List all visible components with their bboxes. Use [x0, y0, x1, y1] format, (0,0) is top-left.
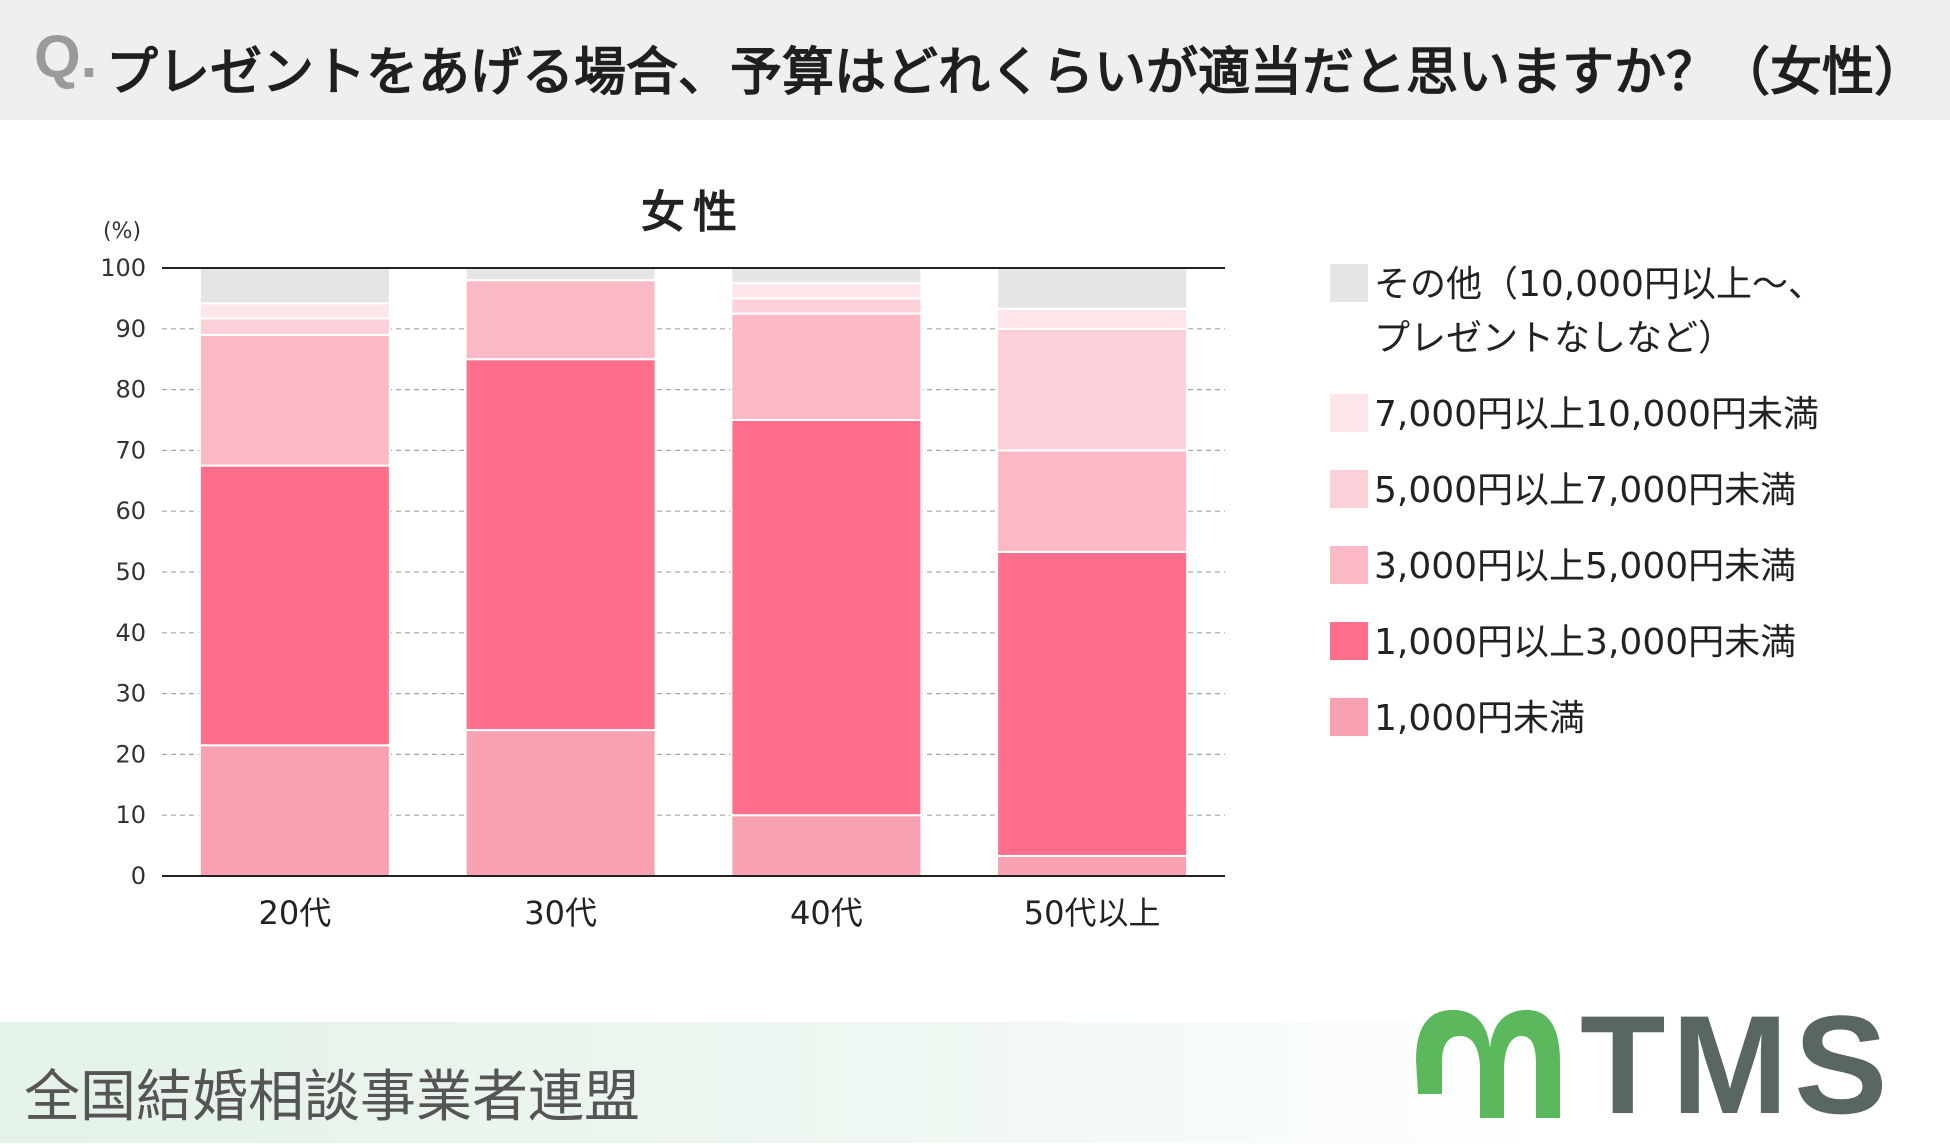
legend-label: 5,000円以上7,000円未満 — [1374, 470, 1797, 511]
legend-label: 7,000円以上10,000円未満 — [1374, 394, 1820, 435]
legend-swatch — [1330, 394, 1368, 432]
tms-logo: TMS — [1408, 990, 1928, 1140]
bar-segment — [198, 267, 391, 305]
legend-label: 1,000円未満 — [1374, 698, 1586, 739]
y-tick-label: 20 — [115, 740, 146, 768]
y-tick-label: 0 — [131, 862, 146, 890]
y-tick-label: 40 — [115, 619, 146, 647]
legend-swatch — [1330, 546, 1368, 584]
x-tick-label: 30代 — [524, 894, 597, 932]
y-axis-unit-label: (%) — [103, 219, 141, 244]
bar-segment — [198, 333, 391, 467]
y-tick-label: 100 — [100, 254, 146, 282]
legend-swatch — [1330, 264, 1368, 302]
bar-segment — [464, 279, 657, 361]
bar-segment — [464, 729, 657, 878]
bar-segment — [730, 814, 923, 878]
legend-label: 1,000円以上3,000円未満 — [1374, 622, 1797, 663]
bar-segment — [464, 358, 657, 732]
tms-logo-mark-icon — [1416, 1009, 1560, 1118]
y-tick-label: 30 — [115, 680, 146, 708]
bar-segment — [996, 550, 1189, 857]
x-tick-label: 50代以上 — [1024, 894, 1161, 932]
question-mark-label: Q. — [34, 23, 98, 90]
y-tick-label: 90 — [115, 315, 146, 343]
legend-swatch — [1330, 698, 1368, 736]
bar-segment — [730, 267, 923, 285]
bar-segment — [996, 327, 1189, 452]
header-bar: Q. プレゼントをあげる場合、予算はどれくらいが適当だと思いますか？（女性） — [0, 0, 1950, 120]
bar-segment — [464, 267, 657, 282]
bar-segment — [996, 449, 1189, 553]
y-tick-label: 80 — [115, 376, 146, 404]
chart-legend: その他（10,000円以上〜、 プレゼントなしなど） 7,000円以上10,000… — [1330, 258, 1930, 768]
bar-segment — [996, 854, 1189, 877]
legend-label: 3,000円以上5,000円未満 — [1374, 546, 1797, 587]
stacked-bar-chart: 女性 (%) 0 10 20 30 40 50 60 70 80 90 100 20代 30代 40代 50代以… — [100, 187, 1225, 932]
logo-text: TMS — [1580, 986, 1894, 1143]
y-tick-label: 50 — [115, 558, 146, 586]
bar-segment — [198, 744, 391, 878]
legend-item: 5,000円以上7,000円未満 — [1330, 464, 1930, 518]
legend-swatch — [1330, 470, 1368, 508]
legend-item: その他（10,000円以上〜、 プレゼントなしなど） — [1330, 258, 1930, 366]
legend-swatch — [1330, 622, 1368, 660]
x-tick-label: 20代 — [259, 894, 332, 932]
y-tick-label: 60 — [115, 497, 146, 525]
legend-item: 1,000円未満 — [1330, 692, 1930, 746]
question-title: プレゼントをあげる場合、予算はどれくらいが適当だと思いますか？（女性） — [106, 43, 1927, 103]
legend-item: 1,000円以上3,000円未満 — [1330, 616, 1930, 670]
bar-segment — [996, 307, 1189, 330]
bar-segment — [198, 464, 391, 747]
bar-segment — [730, 297, 923, 315]
bar-segment — [996, 267, 1189, 310]
bar-segment — [730, 419, 923, 817]
legend-item: 3,000円以上5,000円未満 — [1330, 540, 1930, 594]
bar-segment — [730, 282, 923, 300]
legend-item: 7,000円以上10,000円未満 — [1330, 388, 1930, 442]
chart-title: 女性 — [641, 187, 745, 238]
y-tick-label: 70 — [115, 436, 146, 464]
footer-bar: 全国結婚相談事業者連盟 — [0, 1022, 1950, 1143]
organization-name: 全国結婚相談事業者連盟 — [24, 1065, 640, 1130]
legend-label: その他（10,000円以上〜、 プレゼントなしなど） — [1374, 264, 1824, 359]
bar-segment — [198, 317, 391, 336]
y-tick-label: 10 — [115, 801, 146, 829]
x-tick-label: 40代 — [790, 894, 863, 932]
bar-segment — [730, 312, 923, 422]
bar-segment — [198, 302, 391, 320]
